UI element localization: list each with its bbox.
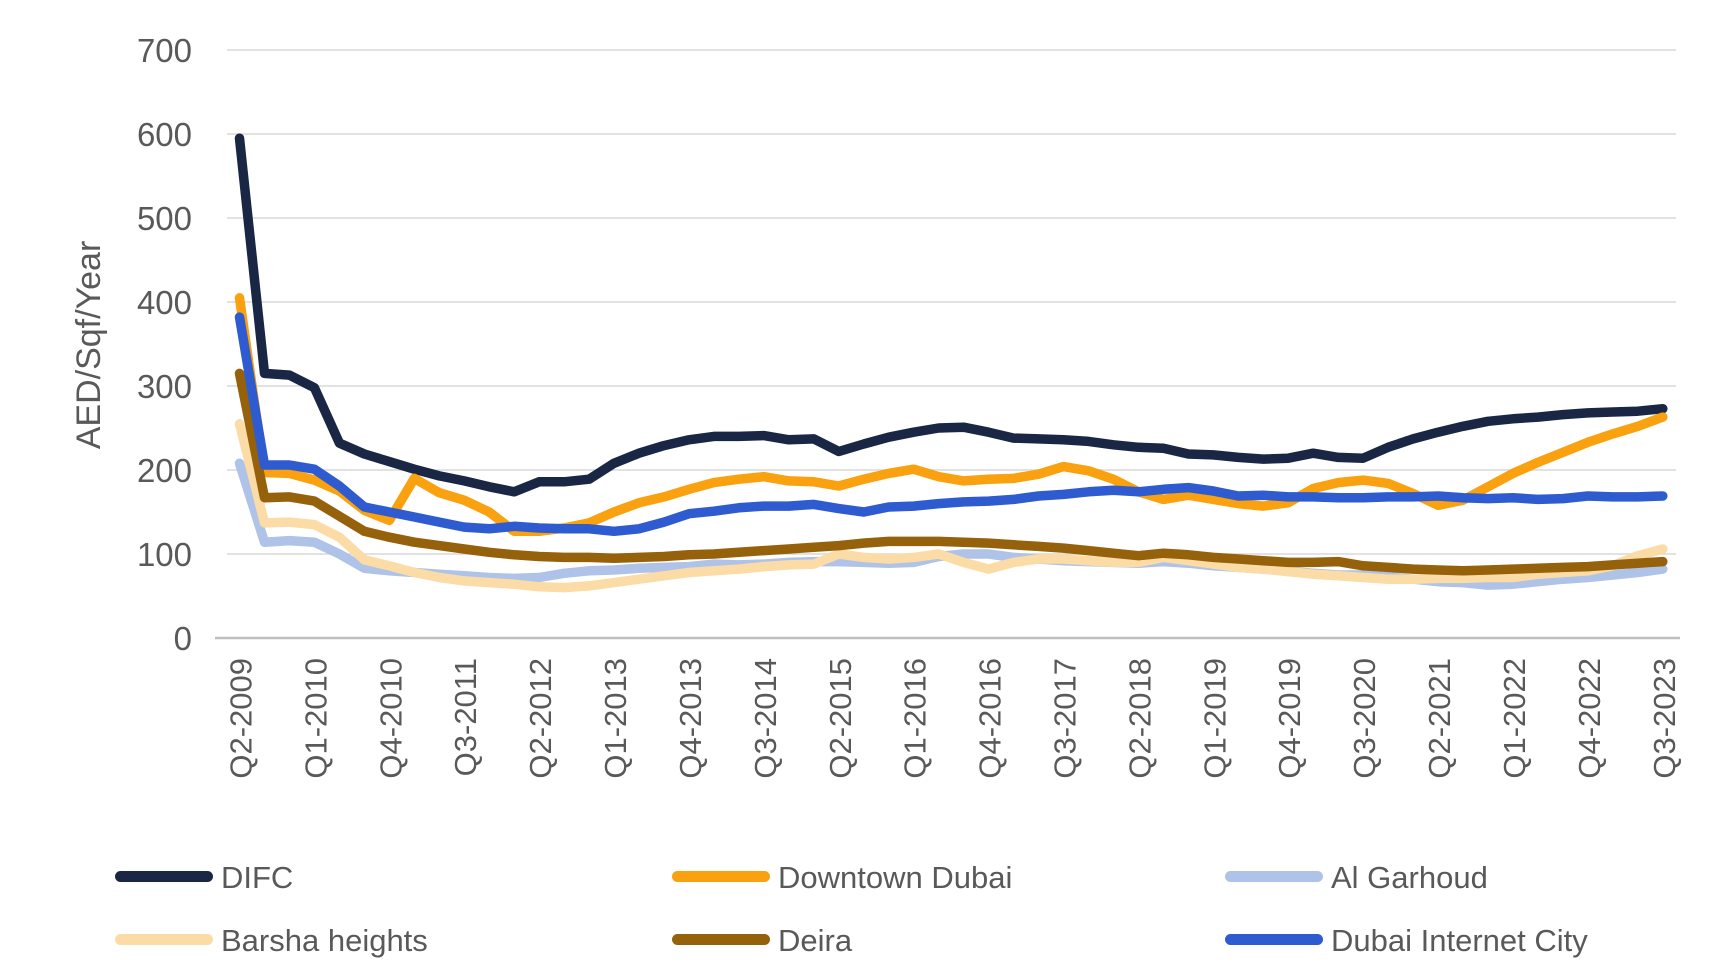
series-layer — [234, 133, 1668, 593]
gridlines-layer — [215, 49, 1680, 640]
legend-label-deira: Deira — [778, 923, 853, 958]
y-axis-title: AED/Sqf/Year — [70, 241, 108, 450]
y-tick-label-700: 700 — [137, 32, 192, 69]
series-line-dubai-internet-city — [234, 312, 1668, 537]
series-line-difc — [234, 133, 1668, 497]
y-axis-tick-labels: 0 100 200 300 400 500 600 700 — [137, 32, 192, 657]
x-tick-label-q3-2017: Q3-2017 — [1048, 658, 1083, 779]
legend-swatch-barsha-heights — [115, 934, 213, 945]
x-tick-label-q4-2013: Q4-2013 — [673, 658, 708, 779]
x-tick-label-q4-2016: Q4-2016 — [973, 658, 1008, 779]
y-tick-label-400: 400 — [137, 284, 192, 321]
x-tick-label-q2-2009: Q2-2009 — [224, 658, 259, 779]
legend-swatch-downtown-dubai — [672, 871, 770, 882]
x-tick-label-q4-2010: Q4-2010 — [373, 658, 408, 779]
y-tick-label-500: 500 — [137, 200, 192, 237]
legend-label-dubai-internet-city: Dubai Internet City — [1331, 923, 1588, 958]
y-tick-label-300: 300 — [137, 368, 192, 405]
legend: DIFC Downtown Dubai Al Garhoud Barsha he… — [115, 860, 1588, 958]
legend-swatch-difc — [115, 871, 213, 882]
legend-swatch-dubai-internet-city — [1225, 934, 1323, 945]
series-line-deira — [234, 368, 1668, 576]
x-tick-label-q1-2022: Q1-2022 — [1497, 658, 1532, 779]
x-tick-label-q3-2011: Q3-2011 — [448, 658, 483, 776]
x-tick-label-q3-2020: Q3-2020 — [1347, 658, 1382, 779]
legend-swatch-al-garhoud — [1225, 871, 1323, 882]
x-axis-tick-labels: Q2-2009 Q1-2010 Q4-2010 Q3-2011 Q2-2012 Q1-20… — [224, 658, 1682, 779]
legend-label-barsha-heights: Barsha heights — [221, 923, 428, 958]
x-tick-label-q4-2022: Q4-2022 — [1572, 658, 1607, 779]
x-tick-label-q1-2019: Q1-2019 — [1197, 658, 1232, 779]
x-tick-label-q2-2015: Q2-2015 — [823, 658, 858, 779]
x-tick-label-q2-2021: Q2-2021 — [1422, 658, 1457, 779]
legend-swatch-deira — [672, 934, 770, 945]
x-tick-label-q2-2018: Q2-2018 — [1122, 658, 1157, 779]
x-tick-label-q1-2010: Q1-2010 — [298, 658, 333, 779]
x-tick-label-q1-2016: Q1-2016 — [898, 658, 933, 779]
x-tick-label-q3-2023: Q3-2023 — [1647, 658, 1682, 779]
x-tick-label-q1-2013: Q1-2013 — [598, 658, 633, 779]
legend-label-al-garhoud: Al Garhoud — [1331, 860, 1488, 895]
y-tick-label-200: 200 — [137, 452, 192, 489]
legend-label-difc: DIFC — [221, 860, 293, 895]
x-tick-label-q3-2014: Q3-2014 — [748, 658, 783, 779]
y-tick-label-0: 0 — [174, 620, 192, 657]
series-line-barsha-heights — [234, 419, 1668, 593]
legend-label-downtown-dubai: Downtown Dubai — [778, 860, 1012, 895]
x-tick-label-q4-2019: Q4-2019 — [1272, 658, 1307, 779]
y-tick-label-600: 600 — [137, 116, 192, 153]
x-tick-label-q2-2012: Q2-2012 — [523, 658, 558, 779]
y-tick-label-100: 100 — [137, 536, 192, 573]
